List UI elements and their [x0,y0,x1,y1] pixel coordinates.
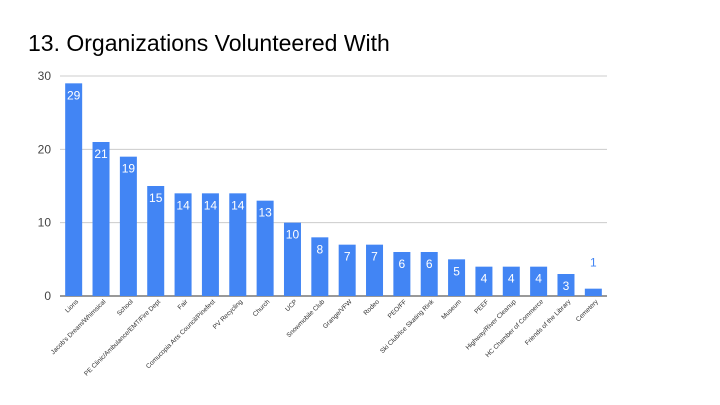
x-tick-label: UCP [284,298,299,313]
x-tick-label: PEO/FF [387,298,409,320]
x-tick-label: Friends of the Library [524,298,573,347]
bar [65,83,83,296]
x-tick-label: Ski Club/Ice Skating Rink [379,298,436,355]
bar [366,244,384,296]
y-tick-label: 20 [38,142,52,156]
bar [92,142,110,296]
bar [557,274,575,296]
x-tick-label: Jacob's Dream/Whimsical [50,298,108,356]
data-label: 14 [231,198,245,212]
x-tick-label: Church [252,298,272,318]
x-tick-label: Cemetery [575,298,600,323]
x-tick-label: Lions [64,298,80,314]
bars [65,83,602,296]
data-label: 14 [204,198,218,212]
y-axis-ticks: 0 10 20 30 [38,69,52,303]
bar [311,237,329,296]
data-labels: 29 21 19 15 14 14 14 13 10 8 7 7 6 6 5 4 4 4 3 1 [67,88,597,293]
bar [174,193,192,296]
gridlines [60,75,607,297]
bar [283,222,301,296]
bar [229,193,247,296]
data-label: 7 [371,250,378,264]
y-tick-label: 30 [38,69,52,83]
y-tick-label: 10 [38,216,52,230]
data-label: 4 [481,272,488,286]
data-label: 6 [399,257,406,271]
bar [530,266,548,296]
data-label: 6 [426,257,433,271]
x-tick-label: PV Recycling [212,298,245,331]
bar [448,259,466,296]
x-tick-label: School [116,298,135,317]
x-tick-label: Grange/VFW [322,298,354,330]
data-label: 4 [508,272,515,286]
data-label: 13 [258,206,272,220]
data-label: 15 [149,191,163,205]
data-label: 1 [590,256,597,270]
data-label: 4 [535,272,542,286]
data-label: 21 [94,147,108,161]
bar [475,266,493,296]
x-tick-label: Rodeo [362,298,381,317]
data-label: 3 [563,279,570,293]
x-tick-label: PEEF [473,298,490,315]
bar [393,252,411,296]
bar [119,156,137,296]
y-tick-label: 0 [44,289,51,303]
data-label: 29 [67,88,81,102]
bar [584,288,602,296]
bar [338,244,356,296]
bar [502,266,520,296]
data-label: 5 [453,264,460,278]
data-label: 14 [176,198,190,212]
x-tick-label: Highway/River Cleanup [465,298,518,351]
x-tick-label: Fair [177,298,190,311]
bar [201,193,219,296]
data-label: 19 [122,162,136,176]
x-tick-label: Museum [440,298,463,321]
data-label: 7 [344,250,351,264]
bar [256,200,274,296]
data-label: 10 [286,228,300,242]
chart-title: 13. Organizations Volunteered With [28,30,390,56]
bar [420,252,438,296]
bar [147,186,165,296]
data-label: 8 [316,242,323,256]
